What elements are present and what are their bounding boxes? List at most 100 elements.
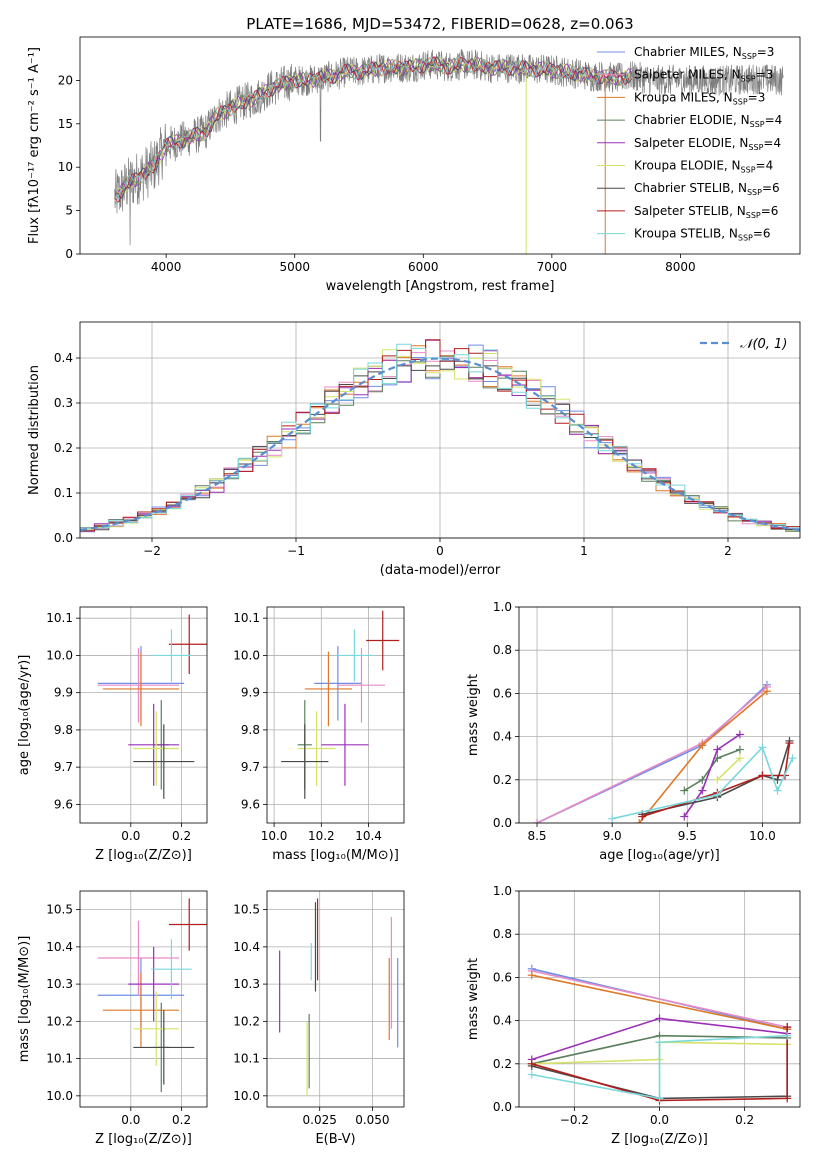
model-spectrum-line: [114, 56, 632, 199]
legend-subscript: SSP: [742, 52, 757, 61]
y-tick-label: 9.9: [241, 686, 260, 700]
x-tick-label: 0.2: [735, 1113, 754, 1127]
x-axis-label: Z [log₁₀(Z/Z⊙)]: [611, 1132, 708, 1147]
y-tick-label: 10.5: [233, 903, 260, 917]
age_vs_mass-axes: 10.0 10.2 10.4 9.6 9.7 9.8 9.9 10.0 10.1 mass [lo…: [233, 607, 404, 863]
y-tick-label: 10.1: [233, 1052, 260, 1066]
y-tick-label: 0.4: [54, 351, 73, 365]
figure-title: PLATE=1686, MJD=53472, FIBERID=0628, z=0…: [246, 15, 633, 33]
mass_vs_Z-axes: 0.0 0.2 10.0 10.1 10.2 10.3 10.4 10.5 Z [log₁₀(Z…: [17, 891, 207, 1147]
observed-spectrum-line: [114, 49, 784, 246]
x-tick-label: 0.0: [121, 1113, 140, 1127]
y-tick-label: 10.1: [233, 611, 260, 625]
legend-label: 𝒩(0, 1): [740, 337, 787, 352]
y-axis-label: mass weight: [466, 674, 481, 756]
y-tick-label: 0.8: [493, 643, 512, 657]
y-tick-label: 9.8: [54, 723, 73, 737]
y-tick-label: 9.8: [241, 723, 260, 737]
y-tick-label: 10.3: [46, 977, 73, 991]
x-tick-label: 4000: [151, 260, 182, 274]
y-tick-label: 0.6: [493, 970, 512, 984]
x-tick-label: 9.5: [678, 829, 697, 843]
histograms: [80, 339, 800, 533]
y-tick-label: 0.6: [493, 686, 512, 700]
age_vs_mass-errorbars: [281, 610, 400, 799]
legend-value: =3: [757, 45, 775, 59]
massweight_vs_age-lines: [533, 680, 797, 823]
x-tick-label: 5000: [279, 260, 310, 274]
y-tick-label: 0.2: [493, 1057, 512, 1071]
y-tick-label: 9.7: [54, 760, 73, 774]
x-tick-label: 7000: [537, 260, 568, 274]
spectrum-legend: Chabrier MILES, NSSP=3 Salpeter MILES, NS…: [597, 45, 782, 243]
legend-subscript: SSP: [746, 211, 761, 220]
y-tick-label: 0.1: [54, 486, 73, 500]
y-tick-label: 0.8: [493, 927, 512, 941]
legend-label: Kroupa STELIB, NSSP=6: [634, 227, 771, 243]
mass-weight-line: [531, 974, 788, 1030]
histogram-line: [80, 349, 800, 531]
age_vs_Z-errorbars: [97, 614, 207, 799]
x-tick-label: 6000: [408, 260, 439, 274]
legend-value: =4: [756, 159, 774, 173]
age_vs_mass-frame: [266, 606, 405, 824]
x-tick-label: 8000: [665, 260, 696, 274]
x-axis-label: Z [log₁₀(Z/Z⊙)]: [95, 848, 192, 863]
y-tick-label: 0.0: [54, 531, 73, 545]
legend-value: =6: [761, 204, 779, 218]
y-tick-label: 10: [58, 160, 73, 174]
x-tick-label: 10.4: [355, 829, 382, 843]
y-tick-label: 5: [65, 204, 73, 218]
legend-subscript: SSP: [750, 120, 765, 129]
spectrum-lines: [114, 49, 784, 254]
y-tick-label: 0.4: [493, 1014, 512, 1028]
histogram-line: [80, 360, 800, 531]
mass-weight-line: [683, 748, 741, 792]
y-tick-label: 9.6: [54, 797, 73, 811]
y-axis-label: age [log₁₀(age/yr)]: [17, 655, 32, 776]
y-tick-label: 10.5: [46, 903, 73, 917]
age_vs_Z-axes: 0.0 0.2 9.6 9.7 9.8 9.9 10.0 10.1 Z [log₁₀(Z/Z⊙)…: [17, 607, 207, 863]
y-axis-label: mass weight: [466, 958, 481, 1040]
y-tick-label: 0.4: [493, 730, 512, 744]
mass_vs_Z-errorbars: [97, 898, 207, 1093]
legend-value: =3: [748, 90, 766, 104]
x-tick-label: 0.050: [355, 1113, 389, 1127]
y-tick-label: 0.2: [493, 773, 512, 787]
x-tick-label: 1: [580, 544, 588, 558]
x-axis-label: Z [log₁₀(Z/Z⊙)]: [95, 1132, 192, 1147]
y-tick-label: 0.3: [54, 396, 73, 410]
x-tick-label: 10.0: [261, 829, 288, 843]
x-tick-label: 0.0: [121, 829, 140, 843]
mass-weight-line: [638, 690, 768, 823]
mass-weight-line: [716, 757, 741, 781]
y-tick-label: 20: [58, 73, 73, 87]
y-tick-label: 10.1: [46, 611, 73, 625]
legend-subscript: SSP: [741, 166, 756, 175]
x-tick-label: 0.2: [172, 829, 191, 843]
mass-weight-line: [536, 686, 768, 823]
mass-weight-line: [536, 684, 768, 823]
x-tick-label: 10.2: [308, 829, 335, 843]
y-tick-label: 10.3: [233, 977, 260, 991]
x-tick-label: −2: [143, 544, 161, 558]
x-tick-label: 0.0: [650, 1113, 669, 1127]
y-axis-label: Flux [fλ10⁻¹⁷ erg cm⁻² s⁻¹ A⁻¹]: [27, 47, 42, 244]
massweight_vs_age-frame: [518, 606, 801, 824]
y-tick-label: 10.0: [46, 648, 73, 662]
y-tick-label: 10.0: [233, 1089, 260, 1103]
model-spectrum-line: [114, 56, 632, 206]
y-tick-label: 10.2: [233, 1014, 260, 1028]
x-tick-label: −0.2: [560, 1113, 589, 1127]
massweight_vs_Z-lines: [527, 964, 792, 1105]
x-axis-label: E(B-V): [315, 1132, 355, 1147]
legend-label: Salpeter MILES, NSSP=3: [634, 68, 773, 84]
legend-label: Chabrier MILES, NSSP=3: [634, 45, 774, 61]
legend-label: Salpeter STELIB, NSSP=6: [634, 204, 778, 220]
gaussian-curve: [80, 357, 800, 532]
y-tick-label: 9.6: [241, 797, 260, 811]
y-tick-label: 0.0: [493, 816, 512, 830]
spectrum-axes: 4000 5000 6000 7000 8000 0 5 10 15 20 wavelength […: [27, 47, 696, 294]
legend-value: =4: [765, 113, 783, 127]
